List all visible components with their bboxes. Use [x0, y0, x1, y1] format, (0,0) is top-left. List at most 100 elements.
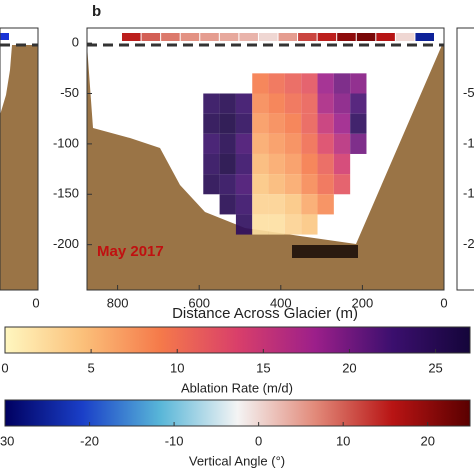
heat-cell [235, 174, 253, 195]
heat-cell [301, 133, 318, 154]
angle-cell [258, 33, 278, 41]
colorbar-label: Ablation Rate (m/d) [181, 380, 293, 395]
heat-cell [252, 113, 269, 134]
heat-cell [235, 153, 253, 175]
angle-cell [141, 33, 161, 41]
y-tick-label: -100 [463, 135, 474, 150]
heat-cell [333, 93, 351, 114]
heat-cell [333, 153, 351, 175]
heat-cell [252, 73, 269, 94]
heat-cell [284, 133, 302, 154]
heat-cell [350, 133, 367, 154]
y-tick-label: -200 [53, 236, 79, 251]
heat-cell [268, 113, 285, 134]
angle-cell [337, 33, 356, 41]
heat-cell [219, 194, 236, 215]
colorbar-tick-label: -10 [165, 433, 184, 448]
angle-cell [0, 33, 9, 40]
heat-cell [317, 174, 334, 195]
heat-cell [268, 93, 285, 114]
heat-cell [301, 73, 318, 94]
y-tick-label: -50 [60, 85, 79, 100]
heat-cell [235, 214, 253, 235]
angle-cell [356, 33, 376, 41]
heat-cell [284, 194, 302, 215]
x-tick-label: 0 [32, 295, 39, 310]
instrument [292, 245, 358, 258]
water [0, 45, 12, 115]
heat-cell [301, 174, 318, 195]
heat-cell [284, 174, 302, 195]
x-tick-label: 600 [188, 295, 210, 310]
colorbar-tick-label: 20 [420, 433, 434, 448]
heat-cell [219, 93, 236, 114]
heat-cell [203, 93, 220, 114]
heat-cell [301, 214, 318, 235]
heat-cell [203, 133, 220, 154]
heat-cell [235, 194, 253, 215]
heat-cell [333, 113, 351, 134]
colorbar-label: Vertical Angle (°) [189, 453, 285, 468]
heat-cell [317, 93, 334, 114]
heat-cell [268, 133, 285, 154]
angle-cell [415, 33, 434, 41]
heat-cell [333, 73, 351, 94]
heat-cell [268, 214, 285, 235]
heat-cell [252, 153, 269, 175]
heat-cell [301, 113, 318, 134]
heat-cell [301, 194, 318, 215]
colorbar-tick-label: -20 [80, 433, 99, 448]
axes-frame [0, 27, 39, 291]
angle-cell [298, 33, 317, 41]
y-tick-label: -100 [53, 135, 79, 150]
heat-cell [268, 153, 285, 175]
heat-cell [284, 153, 302, 175]
heat-cell [284, 113, 302, 134]
heat-cell [252, 174, 269, 195]
axes-frame [456, 27, 474, 291]
x-tick-label: 0 [440, 295, 447, 310]
heat-cell [219, 113, 236, 134]
colorbar-tick-label: 20 [342, 360, 356, 375]
angle-cell [278, 33, 298, 41]
axes-frame [86, 27, 445, 291]
heat-cell [203, 153, 220, 175]
angle-cell [317, 33, 337, 41]
angle-cell [161, 33, 180, 41]
heat-cell [203, 113, 220, 134]
panel-label: b [92, 3, 101, 20]
x-tick-label: 800 [107, 295, 129, 310]
heat-cell [350, 93, 367, 114]
colorbar-tick-label: -30 [0, 433, 14, 448]
colorbar-tick-label: 15 [256, 360, 270, 375]
colorbar-tick-label: 0 [255, 433, 262, 448]
heat-cell [350, 73, 367, 94]
angle-cell [239, 33, 258, 41]
heat-cell [268, 73, 285, 94]
x-axis-label: Distance Across Glacier (m) [172, 305, 358, 322]
x-tick-label: 400 [270, 295, 292, 310]
heat-cell [333, 174, 351, 195]
heat-cell [301, 93, 318, 114]
colorbar-tick-label: 10 [170, 360, 184, 375]
y-tick-label: -50 [463, 85, 474, 100]
heat-cell [252, 194, 269, 215]
y-tick-label: -200 [463, 236, 474, 251]
heat-cell [252, 133, 269, 154]
heat-cell [219, 174, 236, 195]
heat-cell [235, 93, 253, 114]
angle-cell [376, 33, 395, 41]
angle-cell [122, 33, 141, 41]
colorbar-tick-label: 10 [336, 433, 350, 448]
angle-cell [395, 33, 415, 41]
heat-cell [350, 113, 367, 134]
heat-cell [317, 194, 334, 215]
heat-cell [317, 133, 334, 154]
y-tick-label: -150 [463, 186, 474, 201]
heat-cell [235, 113, 253, 134]
colorbar-tick-label: 5 [87, 360, 94, 375]
angle-cell [219, 33, 239, 41]
angle-cell [200, 33, 219, 41]
angle-cell [180, 33, 200, 41]
